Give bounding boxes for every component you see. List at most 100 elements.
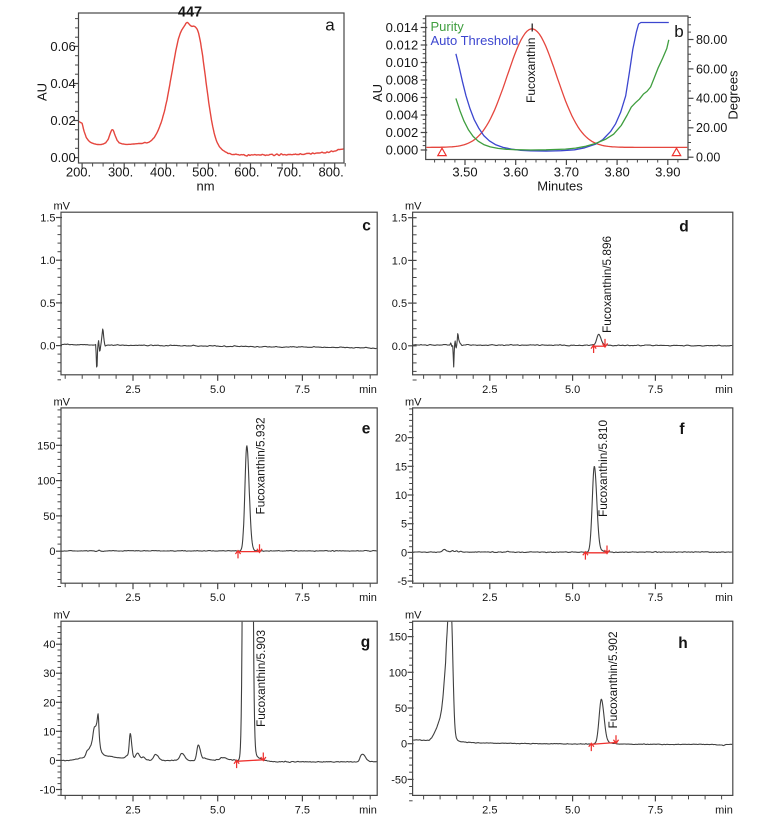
svg-text:Fucoxanthin/5.810: Fucoxanthin/5.810 [596,419,610,517]
svg-text:Auto Threshold: Auto Threshold [431,33,519,48]
svg-text:0.008: 0.008 [386,73,419,88]
svg-text:h: h [678,635,687,652]
svg-text:Fucoxanthin/5.902: Fucoxanthin/5.902 [606,631,620,728]
svg-text:mV: mV [405,396,422,408]
svg-text:-50: -50 [391,774,407,786]
svg-text:2.5: 2.5 [482,592,497,604]
svg-text:150: 150 [37,440,55,452]
svg-text:1.5: 1.5 [40,213,55,225]
svg-text:0.00: 0.00 [696,151,720,165]
svg-text:mV: mV [54,201,71,213]
svg-text:7.5: 7.5 [295,384,310,396]
svg-text:1.5: 1.5 [392,213,407,225]
svg-text:0.0: 0.0 [40,341,55,353]
svg-text:80.00: 80.00 [696,33,727,47]
svg-text:0.5: 0.5 [40,298,55,310]
svg-text:mV: mV [405,201,422,213]
svg-text:Fucoxanthin/5.903: Fucoxanthin/5.903 [254,629,268,727]
svg-text:min: min [359,592,377,604]
svg-text:AU: AU [35,83,50,101]
svg-text:0.004: 0.004 [386,108,419,123]
svg-text:-10: -10 [40,785,56,797]
svg-text:0.0: 0.0 [392,341,407,353]
svg-text:2.5: 2.5 [482,804,497,816]
svg-text:50: 50 [43,511,55,523]
svg-text:a: a [325,16,335,35]
svg-text:0.006: 0.006 [386,90,419,105]
svg-text:0.014: 0.014 [386,20,419,35]
svg-text:20: 20 [395,433,407,445]
svg-text:0.02: 0.02 [50,113,75,128]
svg-text:40.00: 40.00 [696,92,727,106]
svg-text:5.0: 5.0 [565,384,580,396]
svg-text:5: 5 [401,519,407,531]
svg-text:30: 30 [43,668,55,680]
svg-text:nm: nm [196,179,214,194]
svg-text:5.0: 5.0 [210,384,225,396]
svg-text:0: 0 [401,739,407,751]
svg-text:7.5: 7.5 [648,804,663,816]
svg-text:Fucoxanthin: Fucoxanthin [524,38,538,103]
svg-text:Degrees: Degrees [726,70,741,120]
svg-text:20.00: 20.00 [696,121,727,135]
svg-text:3.80: 3.80 [604,165,629,180]
svg-text:700.: 700. [276,165,301,180]
svg-text:5.0: 5.0 [210,592,225,604]
svg-text:0.002: 0.002 [386,125,419,140]
svg-text:400.: 400. [150,165,175,180]
svg-text:3.50: 3.50 [452,165,477,180]
svg-text:f: f [679,421,685,438]
svg-text:Fucoxanthin/5.932: Fucoxanthin/5.932 [253,417,267,514]
svg-text:min: min [715,592,733,604]
svg-text:150: 150 [389,632,407,644]
svg-text:g: g [361,634,370,651]
svg-text:0.04: 0.04 [50,76,75,91]
svg-text:0.00: 0.00 [50,150,75,165]
svg-text:d: d [679,219,688,236]
svg-text:mV: mV [54,396,71,408]
svg-text:500.: 500. [192,165,217,180]
svg-text:1.0: 1.0 [392,255,407,267]
svg-text:5.0: 5.0 [565,804,580,816]
svg-text:100: 100 [37,476,55,488]
svg-text:0.012: 0.012 [386,38,419,53]
svg-text:5.0: 5.0 [210,804,225,816]
svg-text:2.5: 2.5 [482,384,497,396]
svg-text:300.: 300. [108,165,133,180]
svg-text:3.90: 3.90 [655,165,680,180]
svg-text:7.5: 7.5 [648,384,663,396]
svg-text:3.70: 3.70 [554,165,579,180]
svg-text:min: min [359,384,377,396]
svg-text:10: 10 [395,490,407,502]
svg-text:mV: mV [405,610,422,622]
svg-text:min: min [715,804,733,816]
svg-text:5.0: 5.0 [565,592,580,604]
svg-text:40: 40 [43,639,55,651]
svg-text:0.5: 0.5 [392,298,407,310]
svg-text:1.0: 1.0 [40,255,55,267]
svg-text:7.5: 7.5 [295,592,310,604]
svg-text:e: e [362,421,371,438]
svg-text:min: min [359,804,377,816]
svg-text:100: 100 [389,667,407,679]
svg-text:Minutes: Minutes [537,179,583,194]
svg-text:AU: AU [370,84,385,102]
svg-text:Fucoxanthin/5.896: Fucoxanthin/5.896 [600,235,614,333]
svg-text:3.60: 3.60 [503,165,528,180]
svg-text:Purity: Purity [431,19,465,34]
svg-text:200.: 200. [66,165,91,180]
svg-text:15: 15 [395,461,407,473]
svg-text:min: min [715,384,733,396]
svg-text:10: 10 [43,726,55,738]
svg-text:0: 0 [49,546,55,558]
svg-text:7.5: 7.5 [648,592,663,604]
svg-text:0.06: 0.06 [50,39,75,54]
svg-text:20: 20 [43,697,55,709]
svg-text:60.00: 60.00 [696,62,727,76]
svg-text:-5: -5 [397,576,407,588]
svg-text:800.: 800. [318,165,343,180]
svg-text:2.5: 2.5 [125,384,140,396]
svg-text:c: c [362,218,371,235]
svg-text:0: 0 [401,547,407,559]
svg-text:600.: 600. [234,165,259,180]
